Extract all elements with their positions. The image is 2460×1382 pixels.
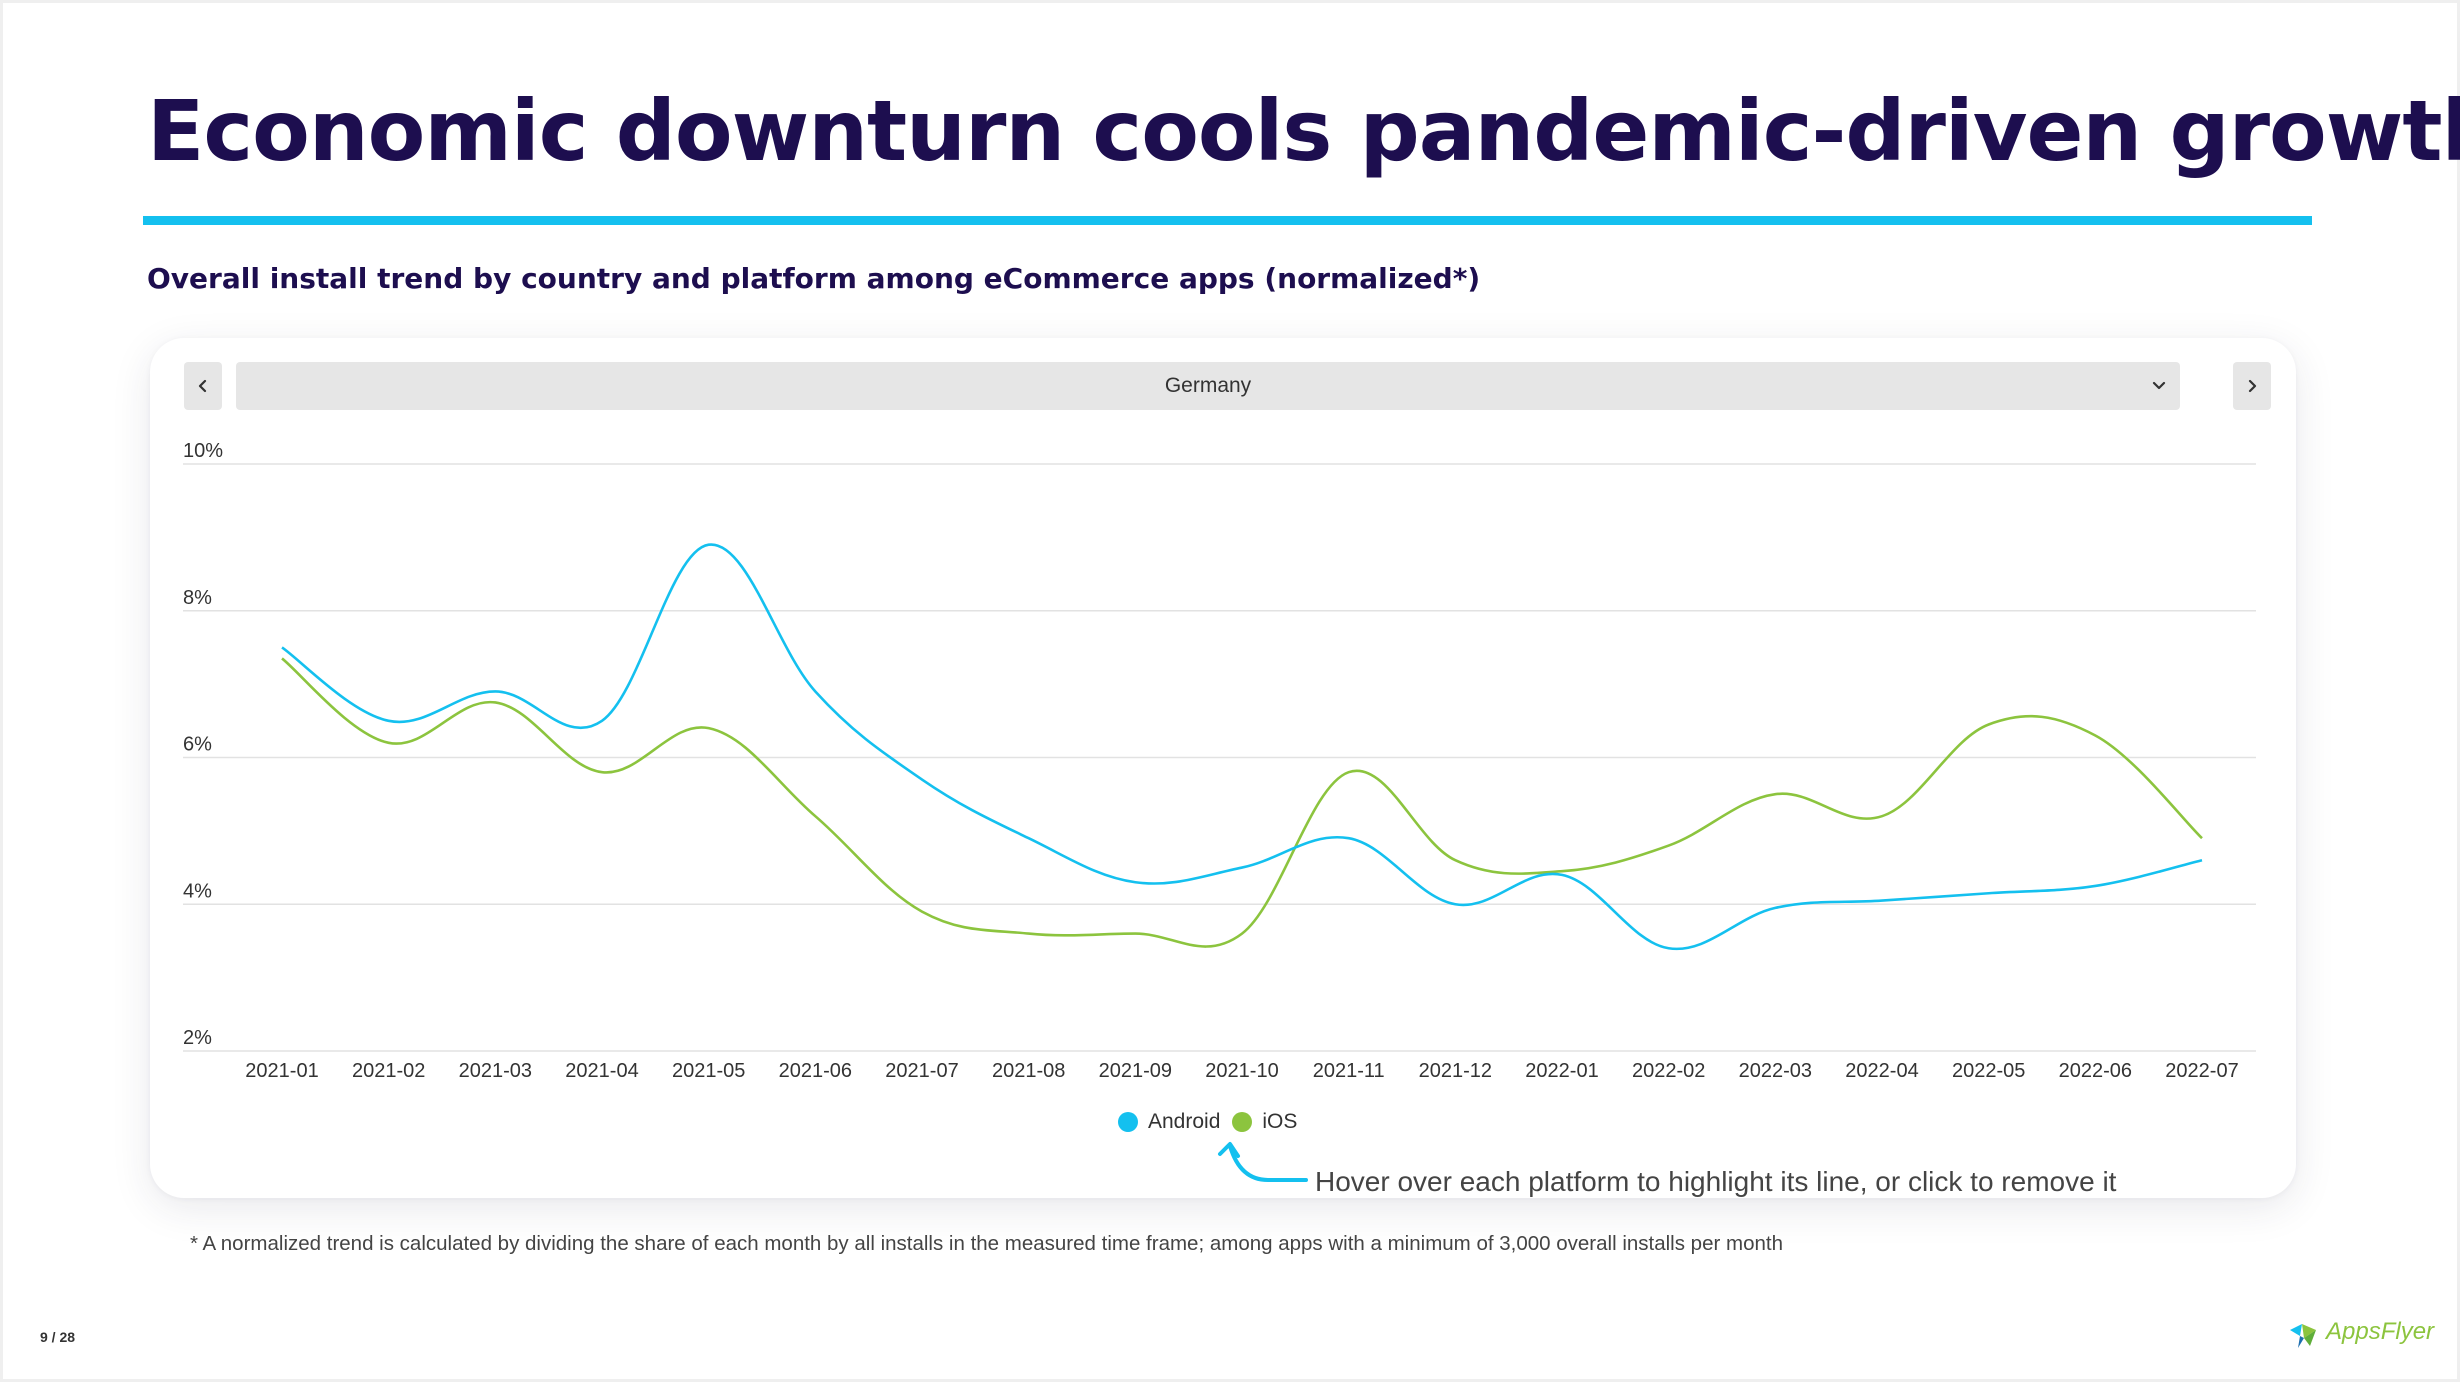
chevron-left-icon xyxy=(198,379,207,393)
legend-hint-text: Hover over each platform to highlight it… xyxy=(1315,1166,2117,1197)
x-tick-label: 2022-04 xyxy=(1845,1060,1918,1082)
legend-swatch-ios xyxy=(1232,1112,1253,1132)
title-underline xyxy=(143,216,2312,225)
legend-label-android: Android xyxy=(1148,1110,1221,1133)
legend-item-android[interactable]: Android xyxy=(1118,1110,1220,1134)
brand-name: AppsFlyer xyxy=(2326,1318,2435,1345)
series-line-android xyxy=(281,543,2203,951)
x-tick-label: 2021-08 xyxy=(992,1060,1065,1082)
x-tick-label: 2021-01 xyxy=(245,1060,318,1082)
legend-label-ios: iOS xyxy=(1262,1110,1298,1133)
y-tick-label: 4% xyxy=(183,880,212,902)
x-tick-label: 2021-03 xyxy=(459,1060,532,1082)
x-tick-label: 2022-02 xyxy=(1632,1060,1705,1082)
y-tick-label: 2% xyxy=(183,1027,212,1049)
footnote: * A normalized trend is calculated by di… xyxy=(190,1232,1783,1255)
legend-swatch-android xyxy=(1118,1112,1138,1132)
legend-item-ios[interactable]: iOS xyxy=(1232,1110,1297,1134)
country-dropdown[interactable]: Germany xyxy=(236,362,2180,410)
x-tick-label: 2021-02 xyxy=(352,1060,425,1082)
country-dropdown-value: Germany xyxy=(1164,374,1252,397)
chevron-right-icon xyxy=(2248,379,2257,393)
appsflyer-logo-icon xyxy=(2290,1324,2316,1348)
x-tick-label: 2021-11 xyxy=(1313,1060,1385,1082)
x-tick-label: 2021-09 xyxy=(1099,1060,1172,1082)
curved-arrow-icon xyxy=(1218,1142,1308,1182)
previous-country-button[interactable] xyxy=(184,362,222,410)
y-tick-label: 10% xyxy=(183,440,223,462)
line-chart: 10% 8% 6% 4% 2% 2021-01 2021-02 2021-03 2021-04 2… xyxy=(183,440,2256,1082)
x-tick-label: 2022-05 xyxy=(1952,1060,2025,1082)
x-tick-label: 2021-10 xyxy=(1205,1060,1278,1082)
x-tick-label: 2021-04 xyxy=(565,1060,638,1082)
page-number: 9 / 28 xyxy=(40,1329,76,1345)
chevron-down-icon xyxy=(2152,381,2166,390)
x-tick-label: 2021-05 xyxy=(672,1060,745,1082)
x-tick-label: 2022-06 xyxy=(2059,1060,2132,1082)
x-tick-label: 2022-01 xyxy=(1525,1060,1598,1082)
chart-legend: Android iOS xyxy=(1118,1110,1309,1134)
x-tick-label: 2021-07 xyxy=(885,1060,958,1082)
chart-card: Germany 10% 8% 6% 4% 2% 2021-01 2021-02 2021-03… xyxy=(150,338,2296,1198)
x-tick-label: 2022-07 xyxy=(2165,1060,2238,1082)
chart-subtitle: Overall install trend by country and pla… xyxy=(147,262,1481,295)
x-tick-label: 2022-03 xyxy=(1739,1060,1812,1082)
x-tick-label: 2021-12 xyxy=(1419,1060,1492,1082)
y-tick-label: 8% xyxy=(183,587,212,609)
next-country-button[interactable] xyxy=(2233,362,2271,410)
page-title: Economic downturn cools pandemic-driven … xyxy=(147,82,2460,180)
x-tick-label: 2021-06 xyxy=(779,1060,852,1082)
brand-logo: AppsFlyer xyxy=(2286,1314,2434,1350)
series-line-ios xyxy=(281,657,2203,948)
y-tick-label: 6% xyxy=(183,734,212,756)
